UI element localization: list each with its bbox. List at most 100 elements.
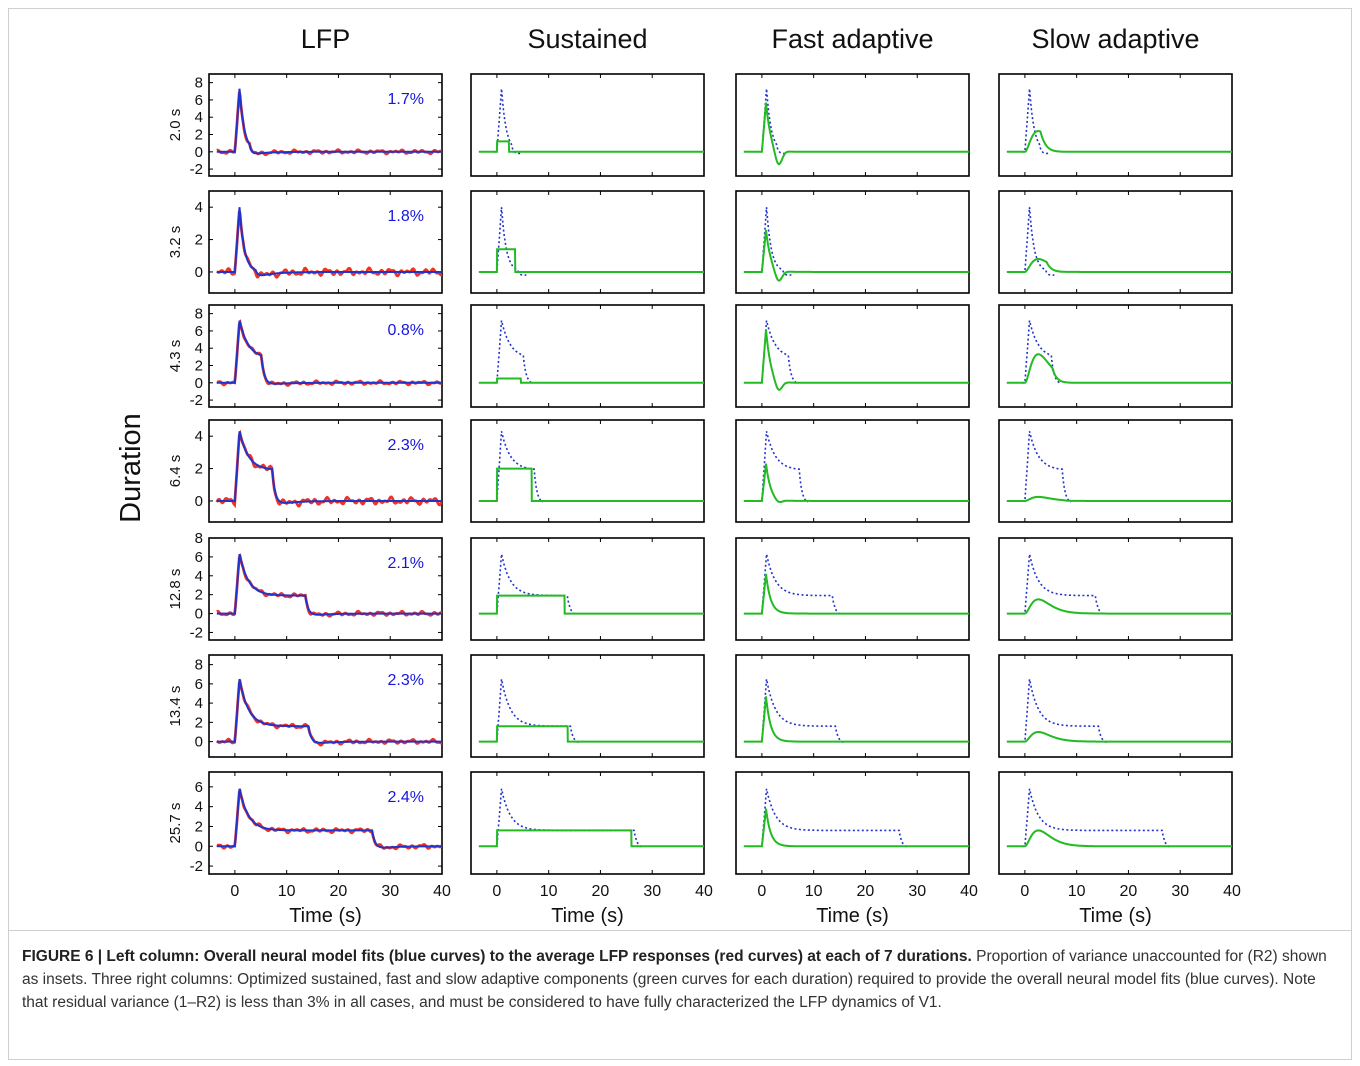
- x-tick-label: 10: [278, 883, 296, 900]
- panel-frame: [998, 654, 1233, 758]
- x-tick-label: 40: [1223, 883, 1241, 900]
- component-line: [743, 329, 969, 391]
- component-lines: [478, 431, 704, 503]
- panel-frame: [735, 537, 970, 641]
- figure-panels: LFP Sustained Fast adaptive Slow adaptive Du…: [115, 24, 1241, 927]
- duration-label: 4.3 s: [167, 340, 184, 373]
- model-fit-dotted-line: [759, 788, 909, 848]
- duration-label: 3.2 s: [167, 226, 184, 259]
- model-fit-line: [216, 320, 442, 385]
- lfp-lines: [216, 88, 442, 157]
- model-fit-line: [216, 553, 442, 616]
- x-tick-label: 30: [1171, 883, 1189, 900]
- model-fit-dotted-line: [494, 88, 521, 155]
- row-axis-label: Duration: [115, 413, 147, 523]
- panel-frame: [208, 771, 443, 875]
- column-title: Fast adaptive: [771, 24, 933, 54]
- component-line: [478, 594, 704, 615]
- x-axis-label: Time (s): [551, 905, 624, 927]
- y-tick-label: -2: [190, 161, 203, 178]
- component-lines: [478, 788, 704, 848]
- x-tick-label: 0: [757, 883, 766, 900]
- component-lines: [1006, 553, 1232, 616]
- y-tick-label: 6: [195, 323, 203, 340]
- component-line: [1006, 353, 1232, 384]
- panel-frame: [208, 190, 443, 294]
- y-tick-label: 2: [195, 461, 203, 478]
- caption-text: Proportion of variance unaccounted for (…: [22, 948, 1327, 1011]
- component-line: [1006, 495, 1232, 502]
- component-lines: [478, 553, 704, 616]
- panel-frame: [998, 537, 1233, 641]
- panel-frame: [735, 771, 970, 875]
- component-lines: [478, 88, 704, 155]
- model-fit-dotted-line: [1022, 207, 1055, 276]
- panel-frame: [470, 654, 705, 758]
- panel-frame: [470, 771, 705, 875]
- panel-frame: [735, 73, 970, 177]
- variance-inset: 2.1%: [388, 555, 424, 572]
- x-tick-label: 0: [492, 883, 501, 900]
- model-fit-line: [216, 788, 442, 849]
- y-tick-label: 0: [195, 493, 203, 510]
- caption-bold: FIGURE 6 | Left column: Overall neural m…: [22, 948, 972, 965]
- panel-frame: [208, 73, 443, 177]
- component-lines: [743, 678, 969, 744]
- panel-frame: [470, 537, 705, 641]
- column-title: Sustained: [527, 24, 647, 54]
- model-fit-dotted-line: [1022, 788, 1172, 848]
- panel-frame: [208, 654, 443, 758]
- y-tick-label: -2: [190, 392, 203, 409]
- y-tick-label: -2: [190, 858, 203, 875]
- lfp-lines: [216, 207, 442, 279]
- model-fit-dotted-line: [759, 678, 845, 744]
- x-tick-label: 30: [381, 883, 399, 900]
- model-fit-dotted-line: [494, 320, 533, 384]
- y-tick-label: 6: [195, 549, 203, 566]
- model-fit-dotted-line: [1022, 553, 1105, 616]
- duration-label: 12.8 s: [167, 569, 184, 610]
- component-line: [743, 573, 969, 615]
- panel-frame: [470, 73, 705, 177]
- variance-inset: 1.8%: [388, 208, 424, 225]
- variance-inset: 0.8%: [388, 322, 424, 339]
- component-lines: [743, 320, 969, 391]
- panel-frame: [735, 304, 970, 408]
- y-tick-label: 4: [195, 199, 203, 216]
- duration-label: 6.4 s: [167, 455, 184, 488]
- x-tick-label: 0: [1020, 883, 1029, 900]
- model-fit-line: [216, 207, 442, 277]
- x-tick-label: 10: [540, 883, 558, 900]
- component-lines: [1006, 88, 1232, 155]
- x-tick-label: 30: [908, 883, 926, 900]
- model-fit-dotted-line: [494, 207, 527, 276]
- panel-frame: [998, 304, 1233, 408]
- component-line: [743, 463, 969, 503]
- caption-divider: [9, 930, 1351, 931]
- component-lines: [1006, 207, 1232, 276]
- variance-inset: 2.4%: [388, 789, 424, 806]
- component-lines: [1006, 320, 1232, 384]
- variance-inset: 2.3%: [388, 672, 424, 689]
- component-line: [1006, 598, 1232, 615]
- component-lines: [1006, 678, 1232, 744]
- model-fit-dotted-line: [494, 431, 544, 503]
- component-line: [478, 829, 704, 848]
- duration-label: 2.0 s: [167, 109, 184, 142]
- y-tick-label: 2: [195, 232, 203, 249]
- y-tick-label: 8: [195, 75, 203, 92]
- component-lines: [1006, 431, 1232, 503]
- panel-frame: [735, 419, 970, 523]
- y-tick-label: 8: [195, 657, 203, 674]
- model-fit-dotted-line: [759, 553, 842, 616]
- y-tick-label: 0: [195, 734, 203, 751]
- model-fit-line: [216, 431, 442, 504]
- component-line: [1006, 829, 1232, 848]
- model-fit-dotted-line: [1022, 431, 1072, 503]
- component-lines: [743, 88, 969, 166]
- y-tick-label: 4: [195, 695, 203, 712]
- component-line: [1006, 258, 1232, 273]
- lfp-lines: [215, 429, 442, 509]
- duration-label: 13.4 s: [167, 686, 184, 727]
- lfp-lines: [216, 788, 442, 851]
